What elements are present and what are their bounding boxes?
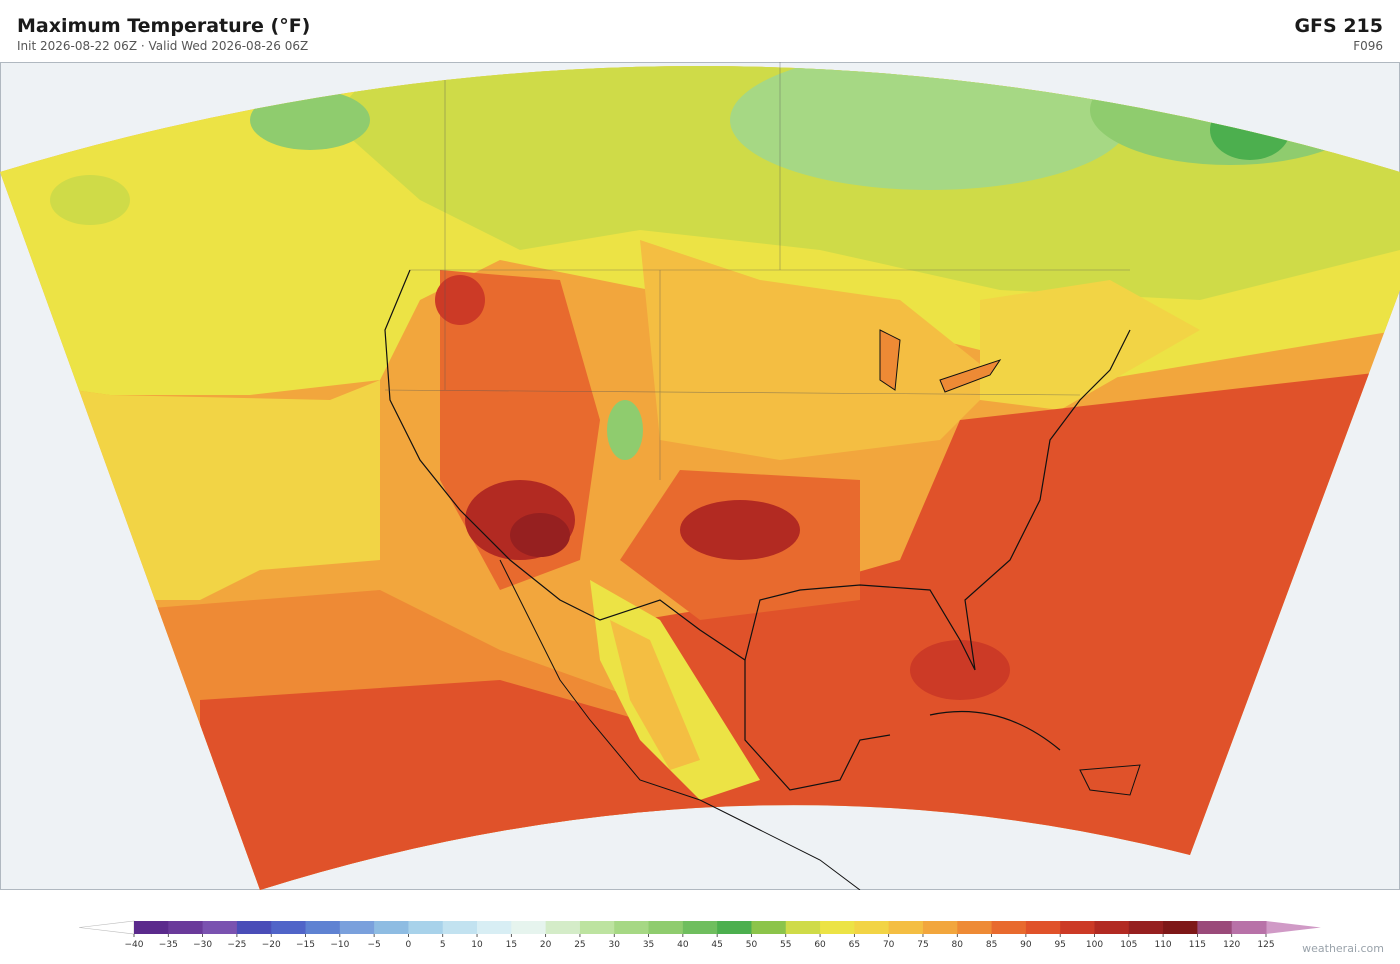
colorbar-tick-label: −35	[159, 940, 178, 950]
colorbar-bin	[408, 921, 444, 934]
colorbar-bin	[168, 921, 204, 934]
colorbar-tick-label: 100	[1086, 940, 1103, 950]
colorbar-bin	[957, 921, 993, 934]
colorbar-tick-label: 5	[440, 940, 446, 950]
colorbar-bin	[511, 921, 547, 934]
colorbar-tick-label: 75	[917, 940, 928, 950]
colorbar-bin	[477, 921, 512, 934]
colorbar-tick-label: −5	[367, 940, 380, 950]
colorbar-tick-label: 65	[849, 940, 860, 950]
colorbar-tick-label: 95	[1054, 940, 1065, 950]
colorbar-tick-label: 110	[1154, 940, 1171, 950]
colorbar-tick-label: 80	[952, 940, 964, 950]
colorbar-bin	[339, 921, 375, 934]
colorbar-bin	[579, 921, 615, 934]
colorbar-bin	[374, 921, 409, 934]
map-title: Maximum Temperature (°F)	[17, 15, 311, 37]
colorbar-bin	[271, 921, 307, 934]
colorbar-tick-label: 90	[1020, 940, 1032, 950]
colorbar-tick-label: 125	[1257, 940, 1274, 950]
colorbar-bin	[682, 921, 718, 934]
colorbar-bin	[888, 921, 924, 934]
colorbar-bin	[1128, 921, 1164, 934]
colorbar-bin	[1197, 921, 1233, 934]
colorbar-bin	[820, 921, 855, 934]
colorbar-bin	[785, 921, 821, 934]
colorbar-tick-label: 25	[574, 940, 585, 950]
forecast-hour: F096	[1353, 39, 1383, 53]
colorbar-bin	[1231, 921, 1267, 934]
credit: weatherai.com	[1302, 942, 1384, 955]
colorbar-tick-label: −10	[330, 940, 349, 950]
colorbar-under	[79, 920, 135, 935]
colorbar-over	[1266, 921, 1321, 934]
colorbar-bin	[991, 921, 1027, 934]
colorbar-tick-label: 45	[711, 940, 722, 950]
map-subtitle: Init 2026-08-22 06Z · Valid Wed 2026-08-…	[17, 39, 309, 53]
colorbar-bin	[614, 921, 650, 934]
colorbar-bin	[236, 921, 272, 934]
colorbar-bin	[134, 921, 169, 934]
colorbar-tick-label: 20	[540, 940, 552, 950]
colorbar-tick-label: 15	[506, 940, 517, 950]
colorbar-tick-label: 35	[643, 940, 654, 950]
colorbar-bin	[1060, 921, 1095, 934]
colorbar-bin	[1025, 921, 1061, 934]
model-name: GFS 215	[1294, 15, 1383, 37]
colorbar-bin	[648, 921, 684, 934]
colorbar-tick-label: 30	[609, 940, 621, 950]
colorbar-tick-label: 55	[780, 940, 791, 950]
colorbar-tick-label: 0	[406, 940, 412, 950]
colorbar-tick-label: 105	[1120, 940, 1137, 950]
colorbar-tick-label: 40	[677, 940, 689, 950]
colorbar-bin	[922, 921, 958, 934]
colorbar-tick-label: 60	[814, 940, 826, 950]
colorbar-tick-label: −30	[193, 940, 212, 950]
colorbar-bin	[442, 921, 478, 934]
colorbar-tick-label: 10	[471, 940, 483, 950]
colorbar-tick-label: −20	[262, 940, 281, 950]
colorbar-bin	[1163, 921, 1198, 934]
colorbar-tick-label: −15	[296, 940, 315, 950]
colorbar-tick-label: 70	[883, 940, 895, 950]
colorbar-tick-label: −25	[227, 940, 246, 950]
colorbar-bin	[305, 921, 341, 934]
colorbar-bin	[202, 921, 238, 934]
colorbar-tick-label: 50	[746, 940, 758, 950]
colorbar-bin	[717, 921, 752, 934]
colorbar: −40 −35 −30 −25 −20 −15 −10 −5 0 5 10 15 20 25 30 35 40 4…	[79, 920, 1321, 950]
colorbar-bin	[1094, 921, 1130, 934]
colorbar-bin	[854, 921, 890, 934]
colorbar-tick-label: −40	[125, 940, 144, 950]
colorbar-bin	[545, 921, 581, 934]
colorbar-tick-label: 120	[1223, 940, 1240, 950]
colorbar-bin	[751, 921, 787, 934]
colorbar-tick-label: 85	[986, 940, 997, 950]
colorbar-tick-label: 115	[1189, 940, 1206, 950]
